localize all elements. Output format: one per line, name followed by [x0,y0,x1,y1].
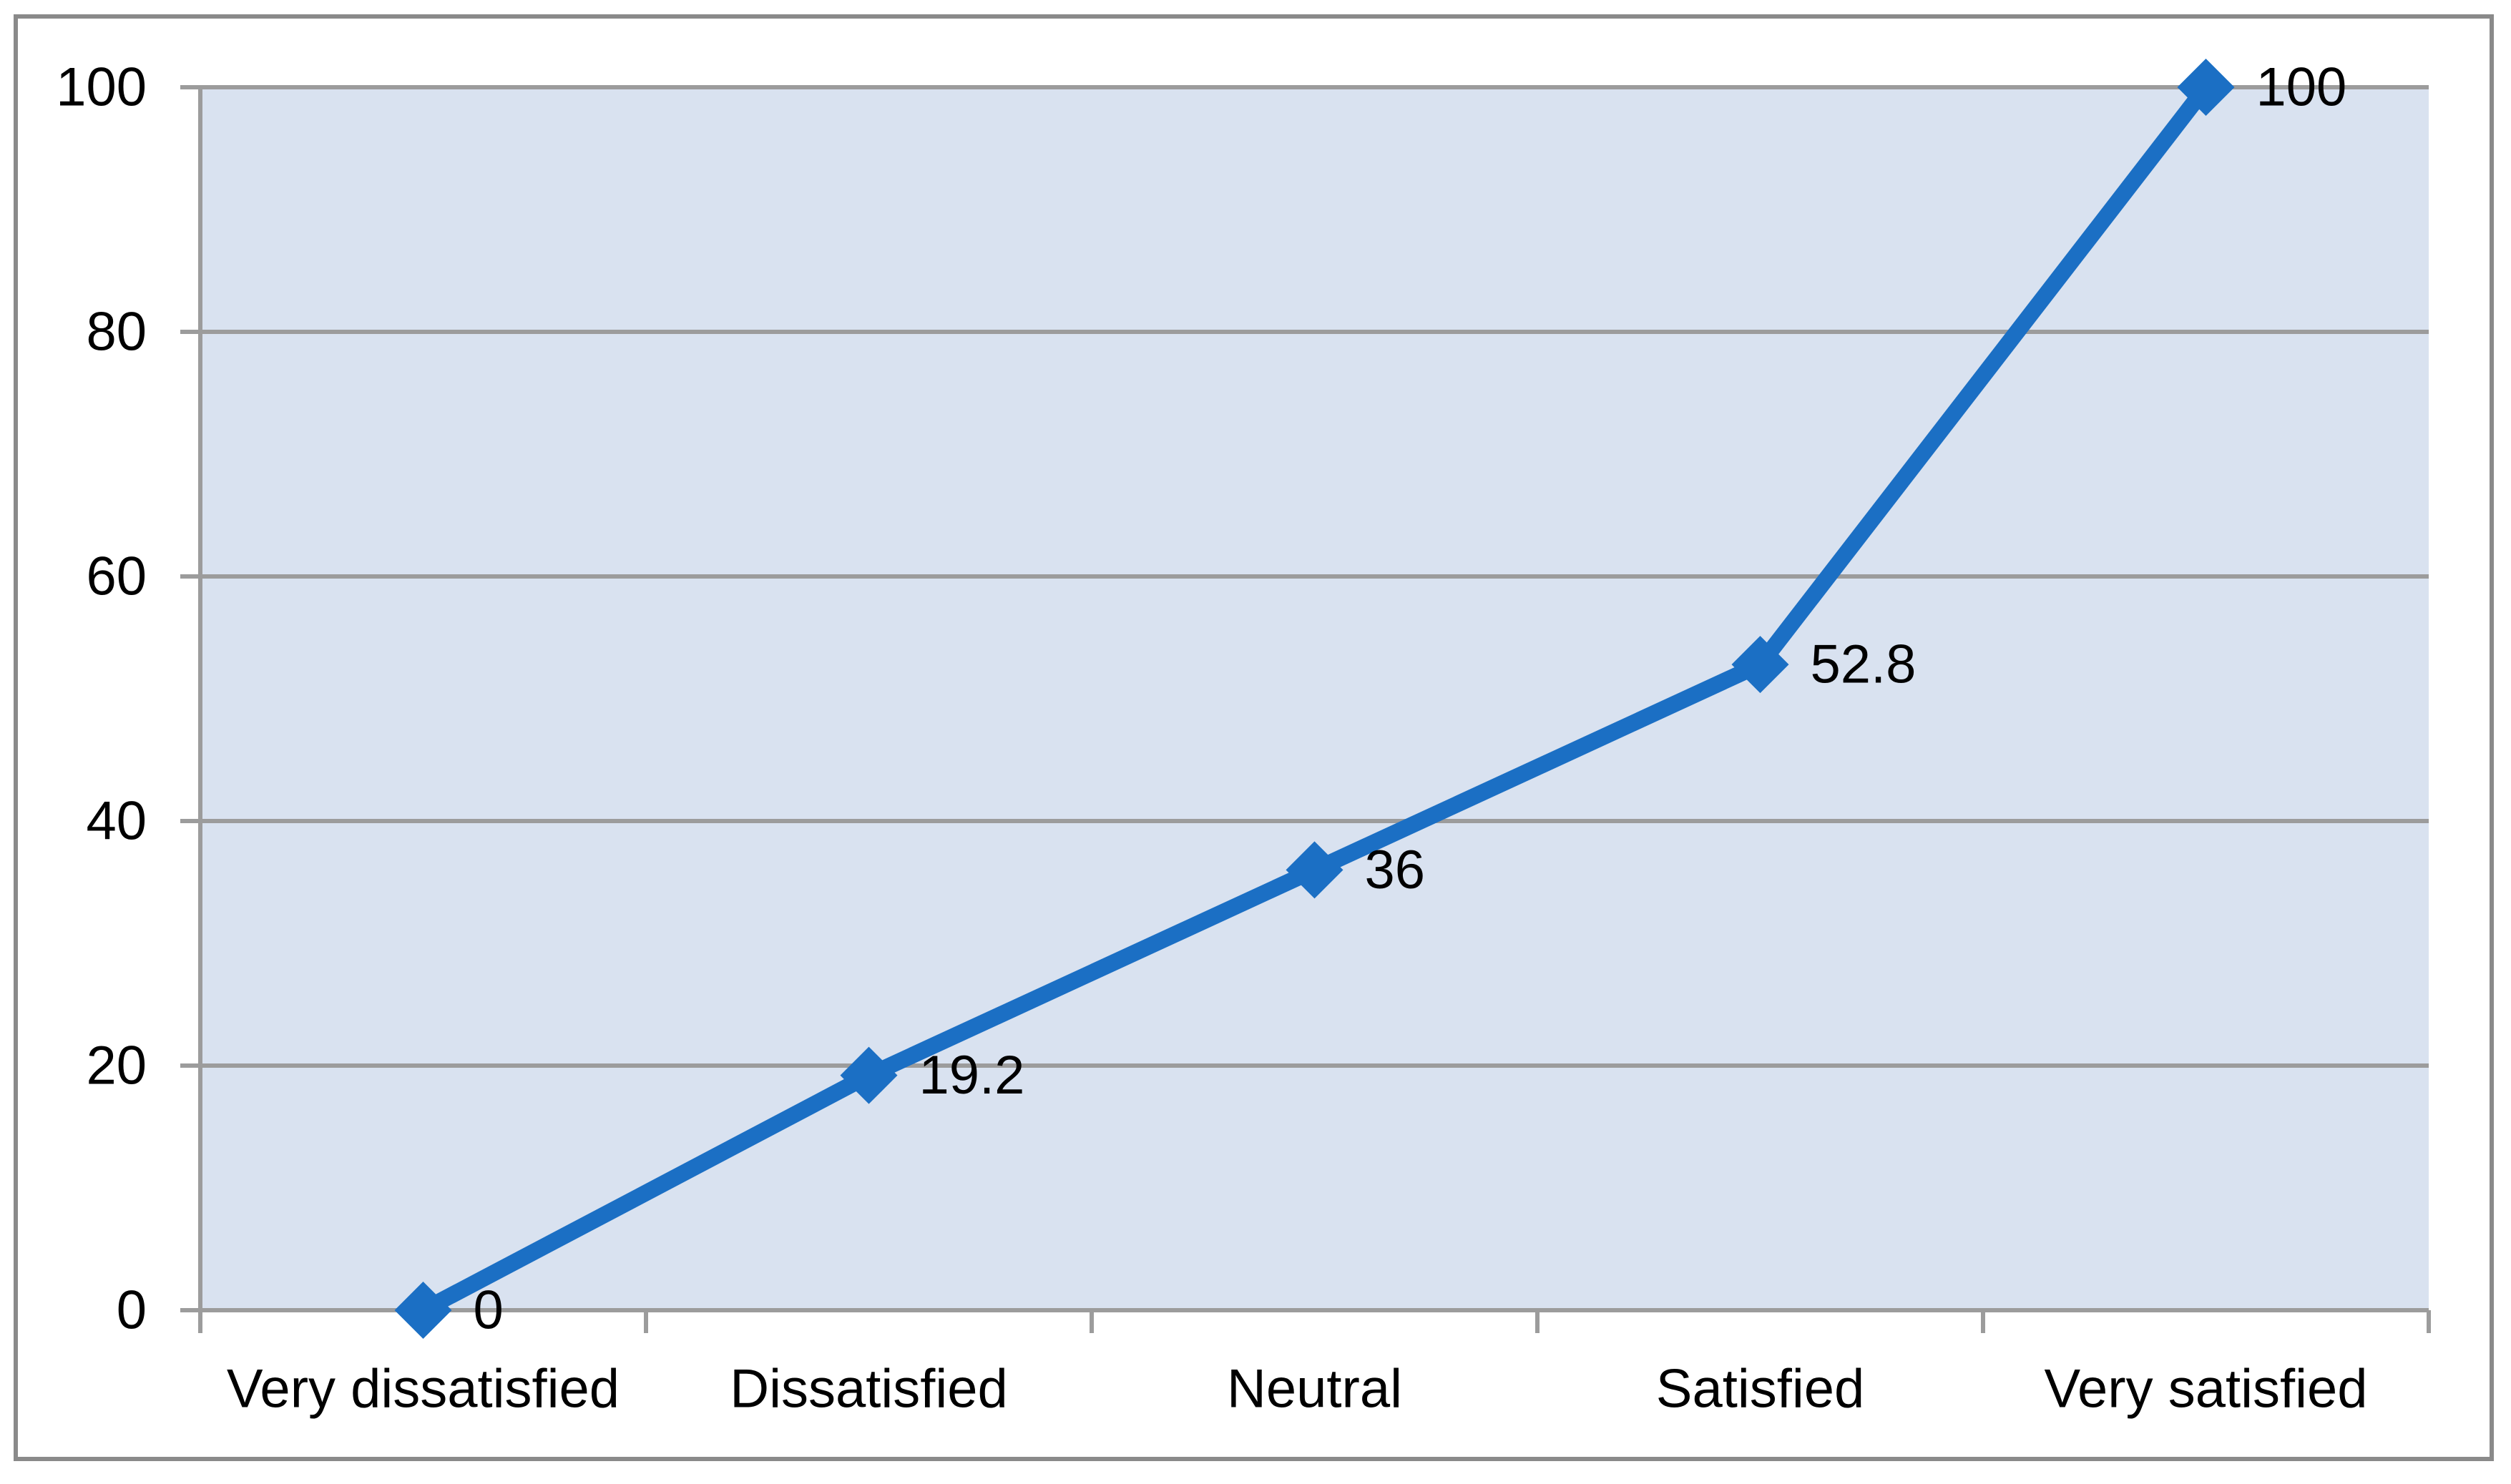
y-axis-tick-label: 0 [117,1280,147,1341]
y-axis-tick-label: 40 [86,791,147,852]
x-axis-category-label: Satisfied [1656,1359,1865,1420]
axes [198,87,2431,1333]
x-axis-labels: Very dissatisfied Dissatisfied Neutral Sati… [227,1359,2368,1420]
data-point-marker [840,1046,898,1104]
x-axis-category-label: Very dissatisfied [227,1359,620,1420]
data-point-marker [1286,841,1343,899]
chart-border [14,14,2494,1461]
plot-area-background [200,87,2429,1310]
y-axis-tick-label: 60 [86,546,147,607]
data-label: 100 [2256,57,2347,118]
y-axis-labels: 0 20 40 60 80 100 [56,57,147,1341]
y-axis-tick-label: 20 [86,1036,147,1096]
gridlines [180,85,2429,1312]
data-point-markers [394,59,2235,1339]
x-axis-category-label: Very satisfied [2045,1359,2368,1420]
data-point-marker [2177,59,2235,116]
data-label: 0 [474,1280,504,1341]
x-axis-category-label: Neutral [1227,1359,1402,1420]
x-axis-category-label: Dissatisfied [730,1359,1008,1420]
data-label: 36 [1365,840,1426,900]
chart-frame [14,14,2494,1461]
y-axis-tick-label: 100 [56,57,147,118]
data-label: 19.2 [919,1045,1025,1106]
data-labels: 0 19.2 36 52.8 100 [474,57,2347,1341]
data-point-marker [394,1282,452,1339]
y-axis-tick-label: 80 [86,302,147,363]
data-point-marker [1731,636,1789,694]
data-label: 52.8 [1811,634,1917,695]
plot-area [200,87,2429,1310]
